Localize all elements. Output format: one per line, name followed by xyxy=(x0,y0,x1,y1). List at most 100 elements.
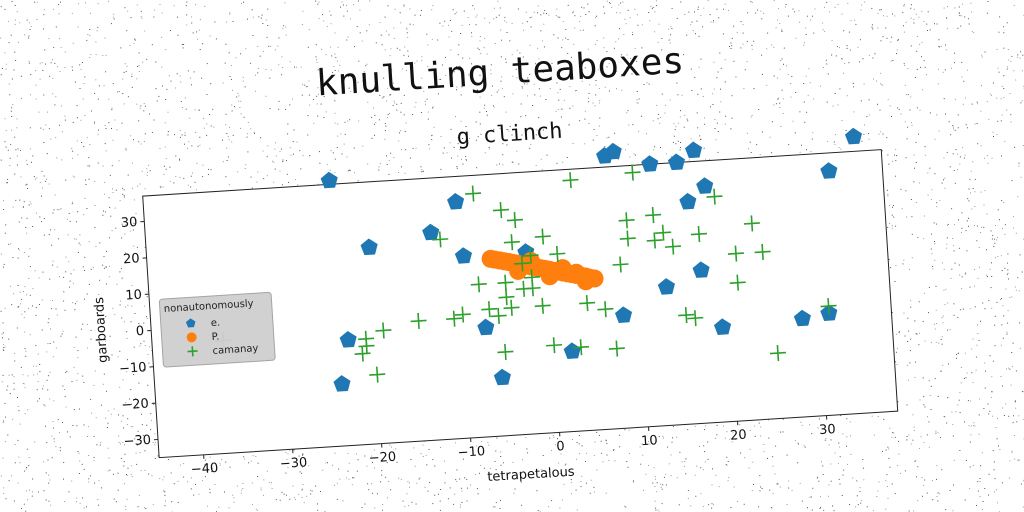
x-tick-label: 0 xyxy=(556,439,565,454)
legend-box xyxy=(158,291,276,368)
point-plus xyxy=(497,274,514,291)
point-pentagon xyxy=(360,238,378,256)
point-plus xyxy=(618,212,635,229)
point-plus xyxy=(619,230,636,247)
x-tick-label: −20 xyxy=(368,450,396,467)
point-plus xyxy=(678,307,695,324)
legend-label: P. xyxy=(211,332,219,343)
point-plus xyxy=(690,226,707,243)
point-plus xyxy=(597,301,614,318)
point-pentagon xyxy=(684,141,703,159)
point-plus xyxy=(646,232,663,249)
y-tick-label: 30 xyxy=(120,215,137,231)
point-plus xyxy=(410,312,427,329)
point-plus xyxy=(446,310,463,327)
point-plus xyxy=(358,338,375,355)
point-circle xyxy=(553,259,572,278)
point-pentagon xyxy=(614,306,633,323)
point-plus xyxy=(432,231,449,248)
point-pentagon xyxy=(563,342,581,359)
point-plus xyxy=(369,366,386,383)
point-plus xyxy=(534,228,551,245)
point-plus xyxy=(549,245,566,262)
point-plus xyxy=(522,247,539,264)
point-plus xyxy=(375,322,392,339)
point-pentagon xyxy=(679,192,697,210)
point-plus xyxy=(490,307,507,324)
legend-marker xyxy=(186,332,197,343)
point-plus xyxy=(743,215,760,232)
point-pentagon xyxy=(667,153,685,171)
legend: nonautonomously e.P.camanay xyxy=(158,291,276,368)
point-pentagon xyxy=(447,192,465,210)
x-tick-label: −10 xyxy=(457,444,485,461)
point-pentagon xyxy=(844,127,863,145)
point-plus xyxy=(498,289,515,306)
x-tick-label: −30 xyxy=(279,455,307,472)
point-pentagon xyxy=(493,368,511,386)
point-pentagon xyxy=(477,318,495,336)
point-plus xyxy=(729,274,746,291)
x-axis-label: tetrapetalous xyxy=(487,465,575,485)
point-plus xyxy=(497,343,514,360)
point-pentagon xyxy=(692,261,710,278)
x-tick-label: 30 xyxy=(819,422,836,438)
point-plus xyxy=(664,238,681,255)
point-pentagon xyxy=(339,331,357,348)
chart-title: g clinch xyxy=(456,119,563,151)
point-plus xyxy=(687,310,704,327)
point-pentagon xyxy=(333,375,351,392)
point-plus xyxy=(754,243,771,260)
y-tick-label: −20 xyxy=(121,397,149,414)
point-plus xyxy=(624,164,641,181)
point-plus xyxy=(706,188,723,205)
point-plus xyxy=(470,276,487,293)
point-plus xyxy=(354,345,371,362)
y-tick-label: 20 xyxy=(123,251,140,267)
point-plus xyxy=(506,212,523,229)
point-plus xyxy=(579,295,596,312)
x-tick-label: −40 xyxy=(190,461,218,478)
point-plus xyxy=(612,256,629,273)
point-pentagon xyxy=(641,155,659,172)
point-pentagon xyxy=(696,177,714,194)
point-plus xyxy=(727,245,744,262)
point-plus xyxy=(572,339,590,356)
y-tick-label: 10 xyxy=(125,288,142,304)
point-plus xyxy=(534,297,551,314)
point-pentagon xyxy=(422,223,440,241)
x-tick-label: 20 xyxy=(730,428,747,444)
plot-area xyxy=(142,149,899,459)
point-pentagon xyxy=(657,278,675,295)
chart-axes-group: g clinch tetrapetalous garboards −40 −30−… xyxy=(92,119,899,485)
y-tick-label: 0 xyxy=(135,324,144,339)
point-plus xyxy=(514,255,531,272)
y-tick-label: −30 xyxy=(123,433,151,450)
legend-label: camanay xyxy=(212,343,259,357)
legend-marker xyxy=(187,346,198,357)
point-plus xyxy=(820,298,837,315)
axis-ticks: −40 −30 −20 −10 0 10 20 30 −30 −20 −10 0 10 20 30 xyxy=(119,215,837,478)
point-plus xyxy=(454,306,471,323)
point-pentagon xyxy=(820,162,838,179)
point-plus xyxy=(503,299,520,316)
point-plus xyxy=(562,172,579,189)
point-plus xyxy=(769,345,786,362)
legend-marker xyxy=(185,318,196,328)
point-pentagon xyxy=(604,142,622,160)
point-circle xyxy=(576,272,595,291)
data-marks xyxy=(215,127,863,392)
point-pentagon xyxy=(713,318,732,335)
point-plus xyxy=(523,269,540,286)
y-tick-label: −10 xyxy=(119,360,147,377)
point-plus xyxy=(492,202,509,219)
point-plus xyxy=(503,234,520,251)
legend-label: e. xyxy=(211,318,221,330)
point-plus xyxy=(645,207,662,224)
point-pentagon xyxy=(320,171,338,189)
point-plus xyxy=(546,337,563,354)
point-plus xyxy=(481,301,498,318)
point-plus xyxy=(465,185,482,202)
point-circle xyxy=(540,267,559,286)
